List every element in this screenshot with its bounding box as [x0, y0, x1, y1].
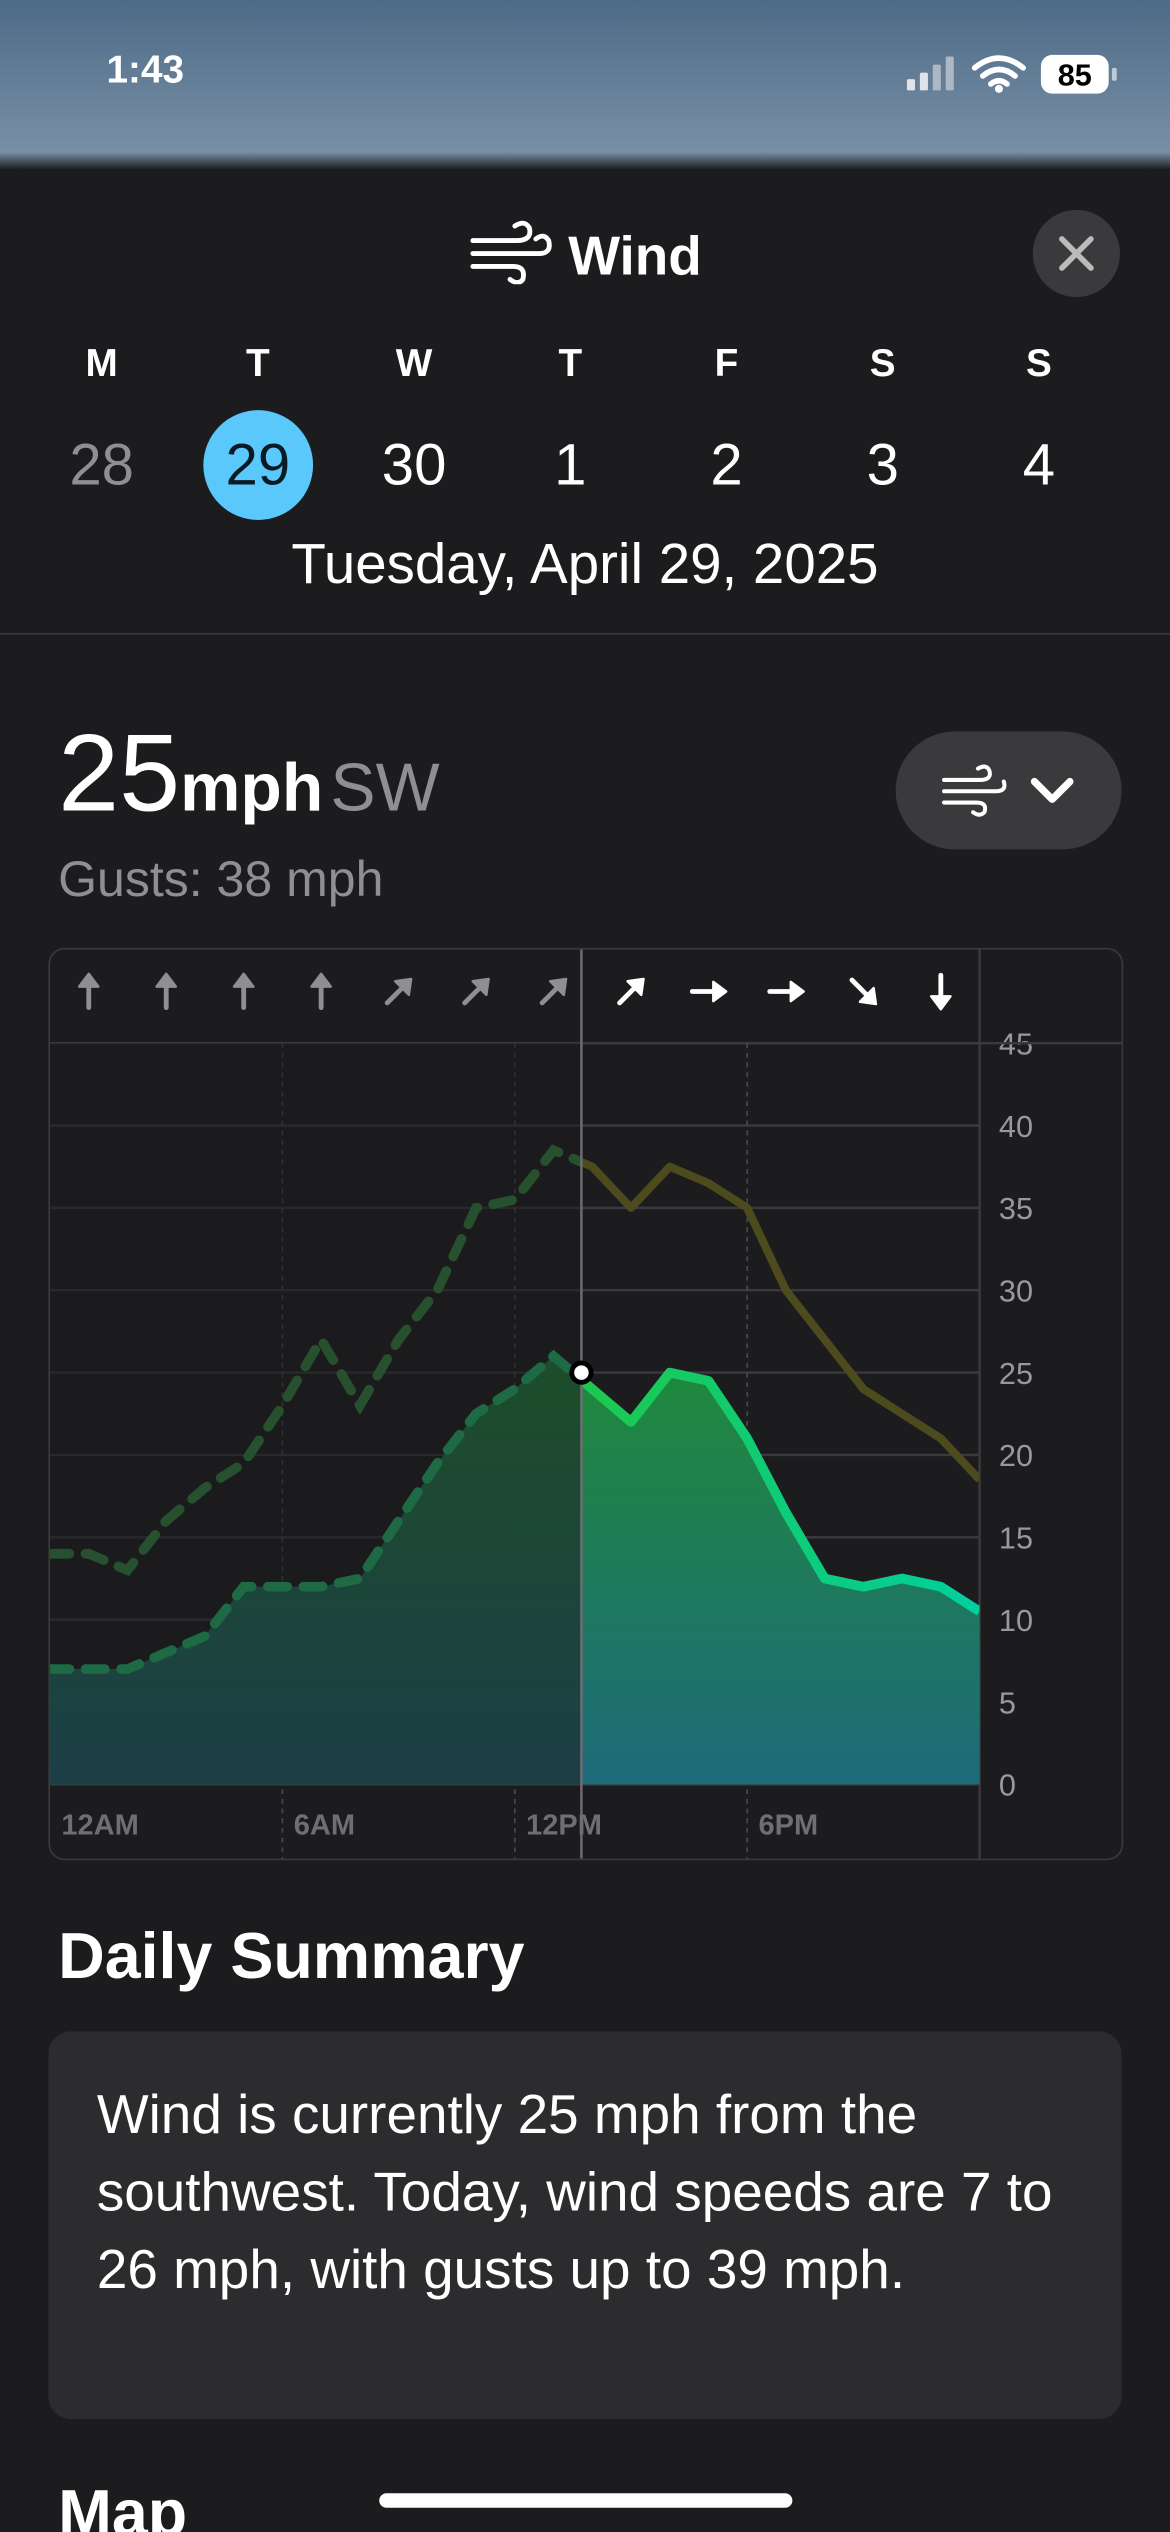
direction-arrow [539, 977, 568, 1006]
week-date[interactable]: 28 [69, 431, 134, 498]
y-tick-label: 5 [999, 1686, 1016, 1720]
week-day: M [85, 342, 118, 386]
week-day: S [1026, 342, 1052, 386]
arrow-head [929, 995, 952, 1011]
direction-arrow [849, 977, 878, 1006]
chart-panel: 0 5 10 15 20 25 30 35 40 45 12AM 6AM 12PM 6PM [48, 947, 1124, 1861]
y-tick-label: 30 [999, 1275, 1033, 1309]
current-speed: 25 [58, 712, 181, 835]
y-tick-label: 15 [999, 1522, 1033, 1556]
divider [0, 633, 1170, 635]
summary-title: Daily Summary [58, 1921, 525, 1993]
wind-icon [470, 220, 552, 285]
arrow-shaft [617, 984, 638, 1006]
arrow-shaft [462, 984, 484, 1006]
arrow-head [548, 977, 568, 997]
battery-level: 85 [1058, 59, 1092, 93]
wind-line-past [50, 1349, 582, 1674]
x-tick-label: 12PM [526, 1809, 602, 1841]
close-button[interactable] [1032, 209, 1120, 298]
y-tick-label: 35 [999, 1192, 1033, 1226]
status-icons: 85 [906, 54, 1117, 94]
arrow-head [310, 972, 333, 988]
direction-arrow [310, 972, 333, 1011]
direction-arrow [232, 972, 255, 1011]
week-date[interactable]: 4 [1022, 431, 1056, 498]
map-title: Map [58, 2478, 188, 2532]
close-icon [1059, 236, 1094, 271]
current-unit: mph [180, 749, 324, 826]
y-tick-label: 25 [999, 1357, 1033, 1391]
week-day: F [714, 342, 739, 386]
arrow-head [393, 977, 413, 997]
arrow-head [77, 972, 100, 988]
selected-date: Tuesday, April 29, 2025 [291, 532, 879, 596]
x-tick-label: 12AM [61, 1809, 138, 1841]
arrow-head [789, 980, 805, 1003]
gust-line [581, 1157, 980, 1483]
arrow-shaft [849, 977, 871, 999]
home-indicator [379, 2493, 793, 2508]
menu-icons [942, 764, 1074, 817]
arrow-head [155, 972, 178, 988]
week-date[interactable]: 3 [866, 431, 899, 498]
week-day: S [869, 342, 896, 386]
header: Wind [0, 220, 1170, 289]
arrow-head [712, 980, 728, 1003]
direction-arrow [767, 980, 805, 1003]
arrow-shaft [384, 984, 406, 1006]
week-date[interactable]: 1 [554, 431, 587, 498]
x-tick-label: 6PM [758, 1809, 818, 1841]
y-tick-label: 40 [999, 1110, 1033, 1144]
gust-line-past [50, 1144, 582, 1577]
direction-arrow [617, 977, 645, 1006]
arrow-head [232, 972, 255, 988]
current-gusts: Gusts: 38 mph [58, 850, 384, 908]
title: Wind [568, 226, 702, 288]
week-date[interactable]: 29 [225, 431, 291, 498]
direction-arrow [384, 977, 413, 1006]
arrow-head [626, 977, 645, 997]
status-time: 1:43 [106, 48, 185, 93]
y-tick-label: 45 [999, 1027, 1033, 1061]
selected-marker [203, 410, 313, 520]
y-tick-label: 20 [999, 1439, 1033, 1473]
summary-text: Wind is currently 25 mph from the southw… [48, 2031, 1122, 2419]
direction-arrow [929, 972, 952, 1011]
current-wind: 25mph SW [58, 711, 440, 837]
arrow-head [471, 977, 490, 997]
direction-arrow [689, 980, 728, 1003]
week-day: T [558, 342, 583, 386]
current-direction: SW [330, 749, 440, 826]
arrow-shaft [539, 984, 561, 1006]
direction-arrow [462, 977, 490, 1006]
now-dot [569, 1360, 594, 1385]
arrow-head [858, 986, 878, 1006]
y-tick-label: 10 [999, 1604, 1033, 1638]
week-day: T [246, 342, 270, 386]
metric-menu[interactable] [895, 731, 1122, 850]
wind-line [581, 1367, 980, 1616]
week-date[interactable]: 30 [381, 431, 447, 498]
chart: 0 5 10 15 20 25 30 35 40 45 12AM 6AM 12PM 6PM [50, 949, 1122, 1859]
week-day: W [395, 342, 433, 386]
direction-arrow [77, 972, 100, 1011]
x-tick-label: 6AM [294, 1809, 355, 1841]
y-tick-label: 0 [999, 1769, 1016, 1803]
week-date[interactable]: 2 [710, 431, 743, 498]
direction-arrow [155, 972, 178, 1011]
